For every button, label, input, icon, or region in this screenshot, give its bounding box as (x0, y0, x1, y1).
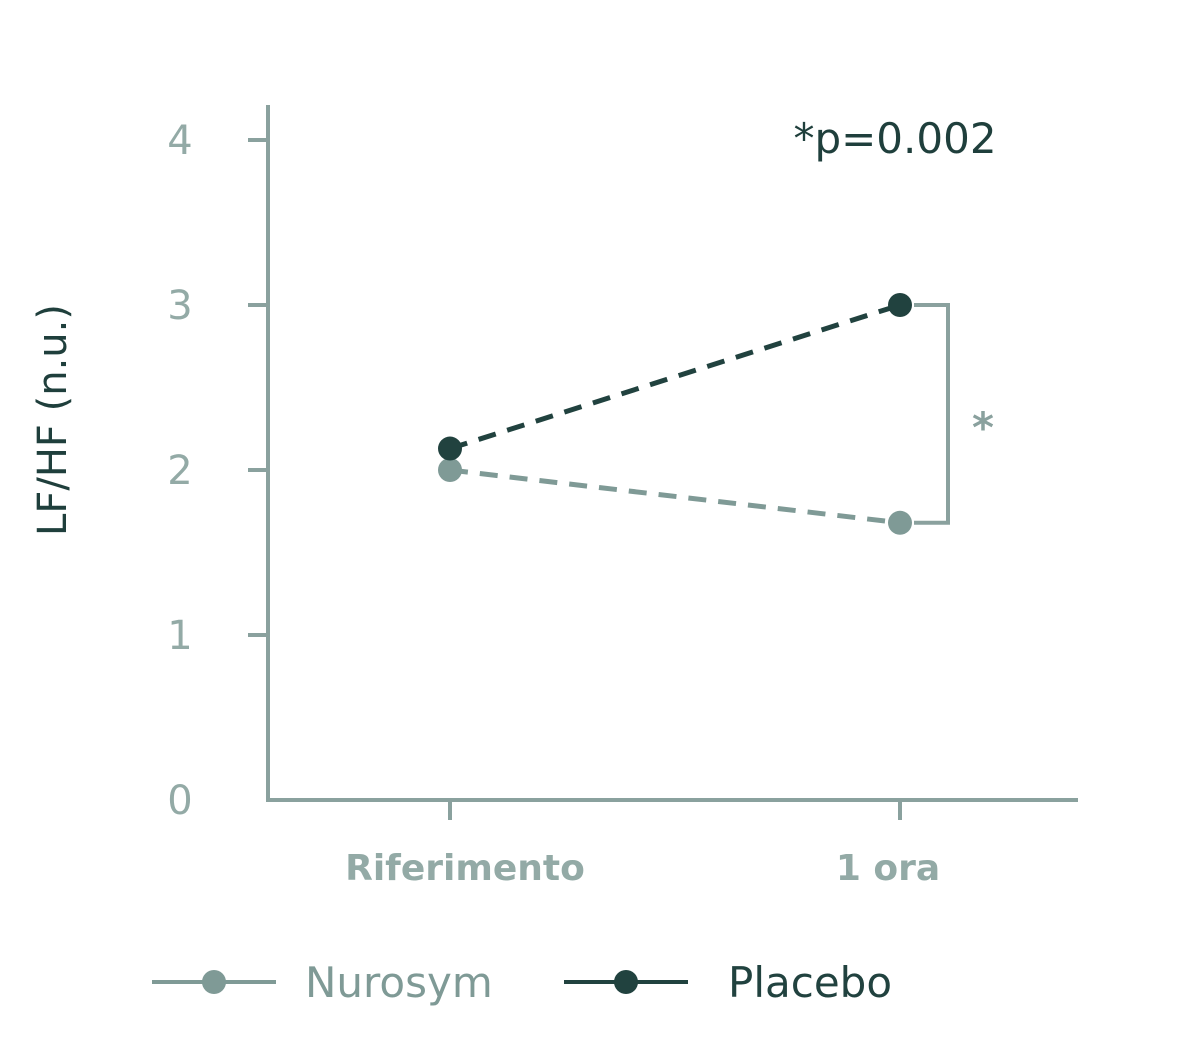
y-tick-label: 1 (167, 613, 192, 659)
series-group (438, 293, 912, 535)
y-ticks: 0 1 2 3 4 (167, 118, 268, 824)
y-tick-label: 3 (167, 283, 192, 329)
significance-bracket: * (914, 303, 994, 525)
series-line-nurosym (449, 467, 901, 526)
y-tick-label: 4 (167, 118, 192, 164)
data-point-placebo (438, 436, 462, 461)
axes (266, 105, 1078, 802)
data-point-nurosym (438, 458, 462, 482)
legend-marker-nurosym (202, 970, 226, 994)
data-point-placebo (888, 293, 912, 317)
series-line-placebo (449, 302, 901, 451)
legend-label-placebo: Placebo (728, 958, 892, 1007)
legend: Nurosym Placebo (152, 958, 892, 1007)
x-tick-label: 1 ora (836, 848, 940, 889)
x-tick-label: Riferimento (345, 848, 585, 889)
legend-marker-placebo (614, 970, 638, 994)
data-point-nurosym (888, 510, 912, 535)
y-tick-label: 0 (167, 778, 192, 824)
legend-label-nurosym: Nurosym (305, 958, 493, 1007)
x-ticks: Riferimento 1 ora (345, 800, 940, 889)
y-axis-label: LF/HF (n.u.) (30, 304, 76, 536)
significance-star: * (972, 403, 994, 452)
bracket-line (914, 303, 950, 525)
y-tick-label: 2 (167, 448, 192, 494)
p-value-annotation: *p=0.002 (793, 114, 996, 163)
